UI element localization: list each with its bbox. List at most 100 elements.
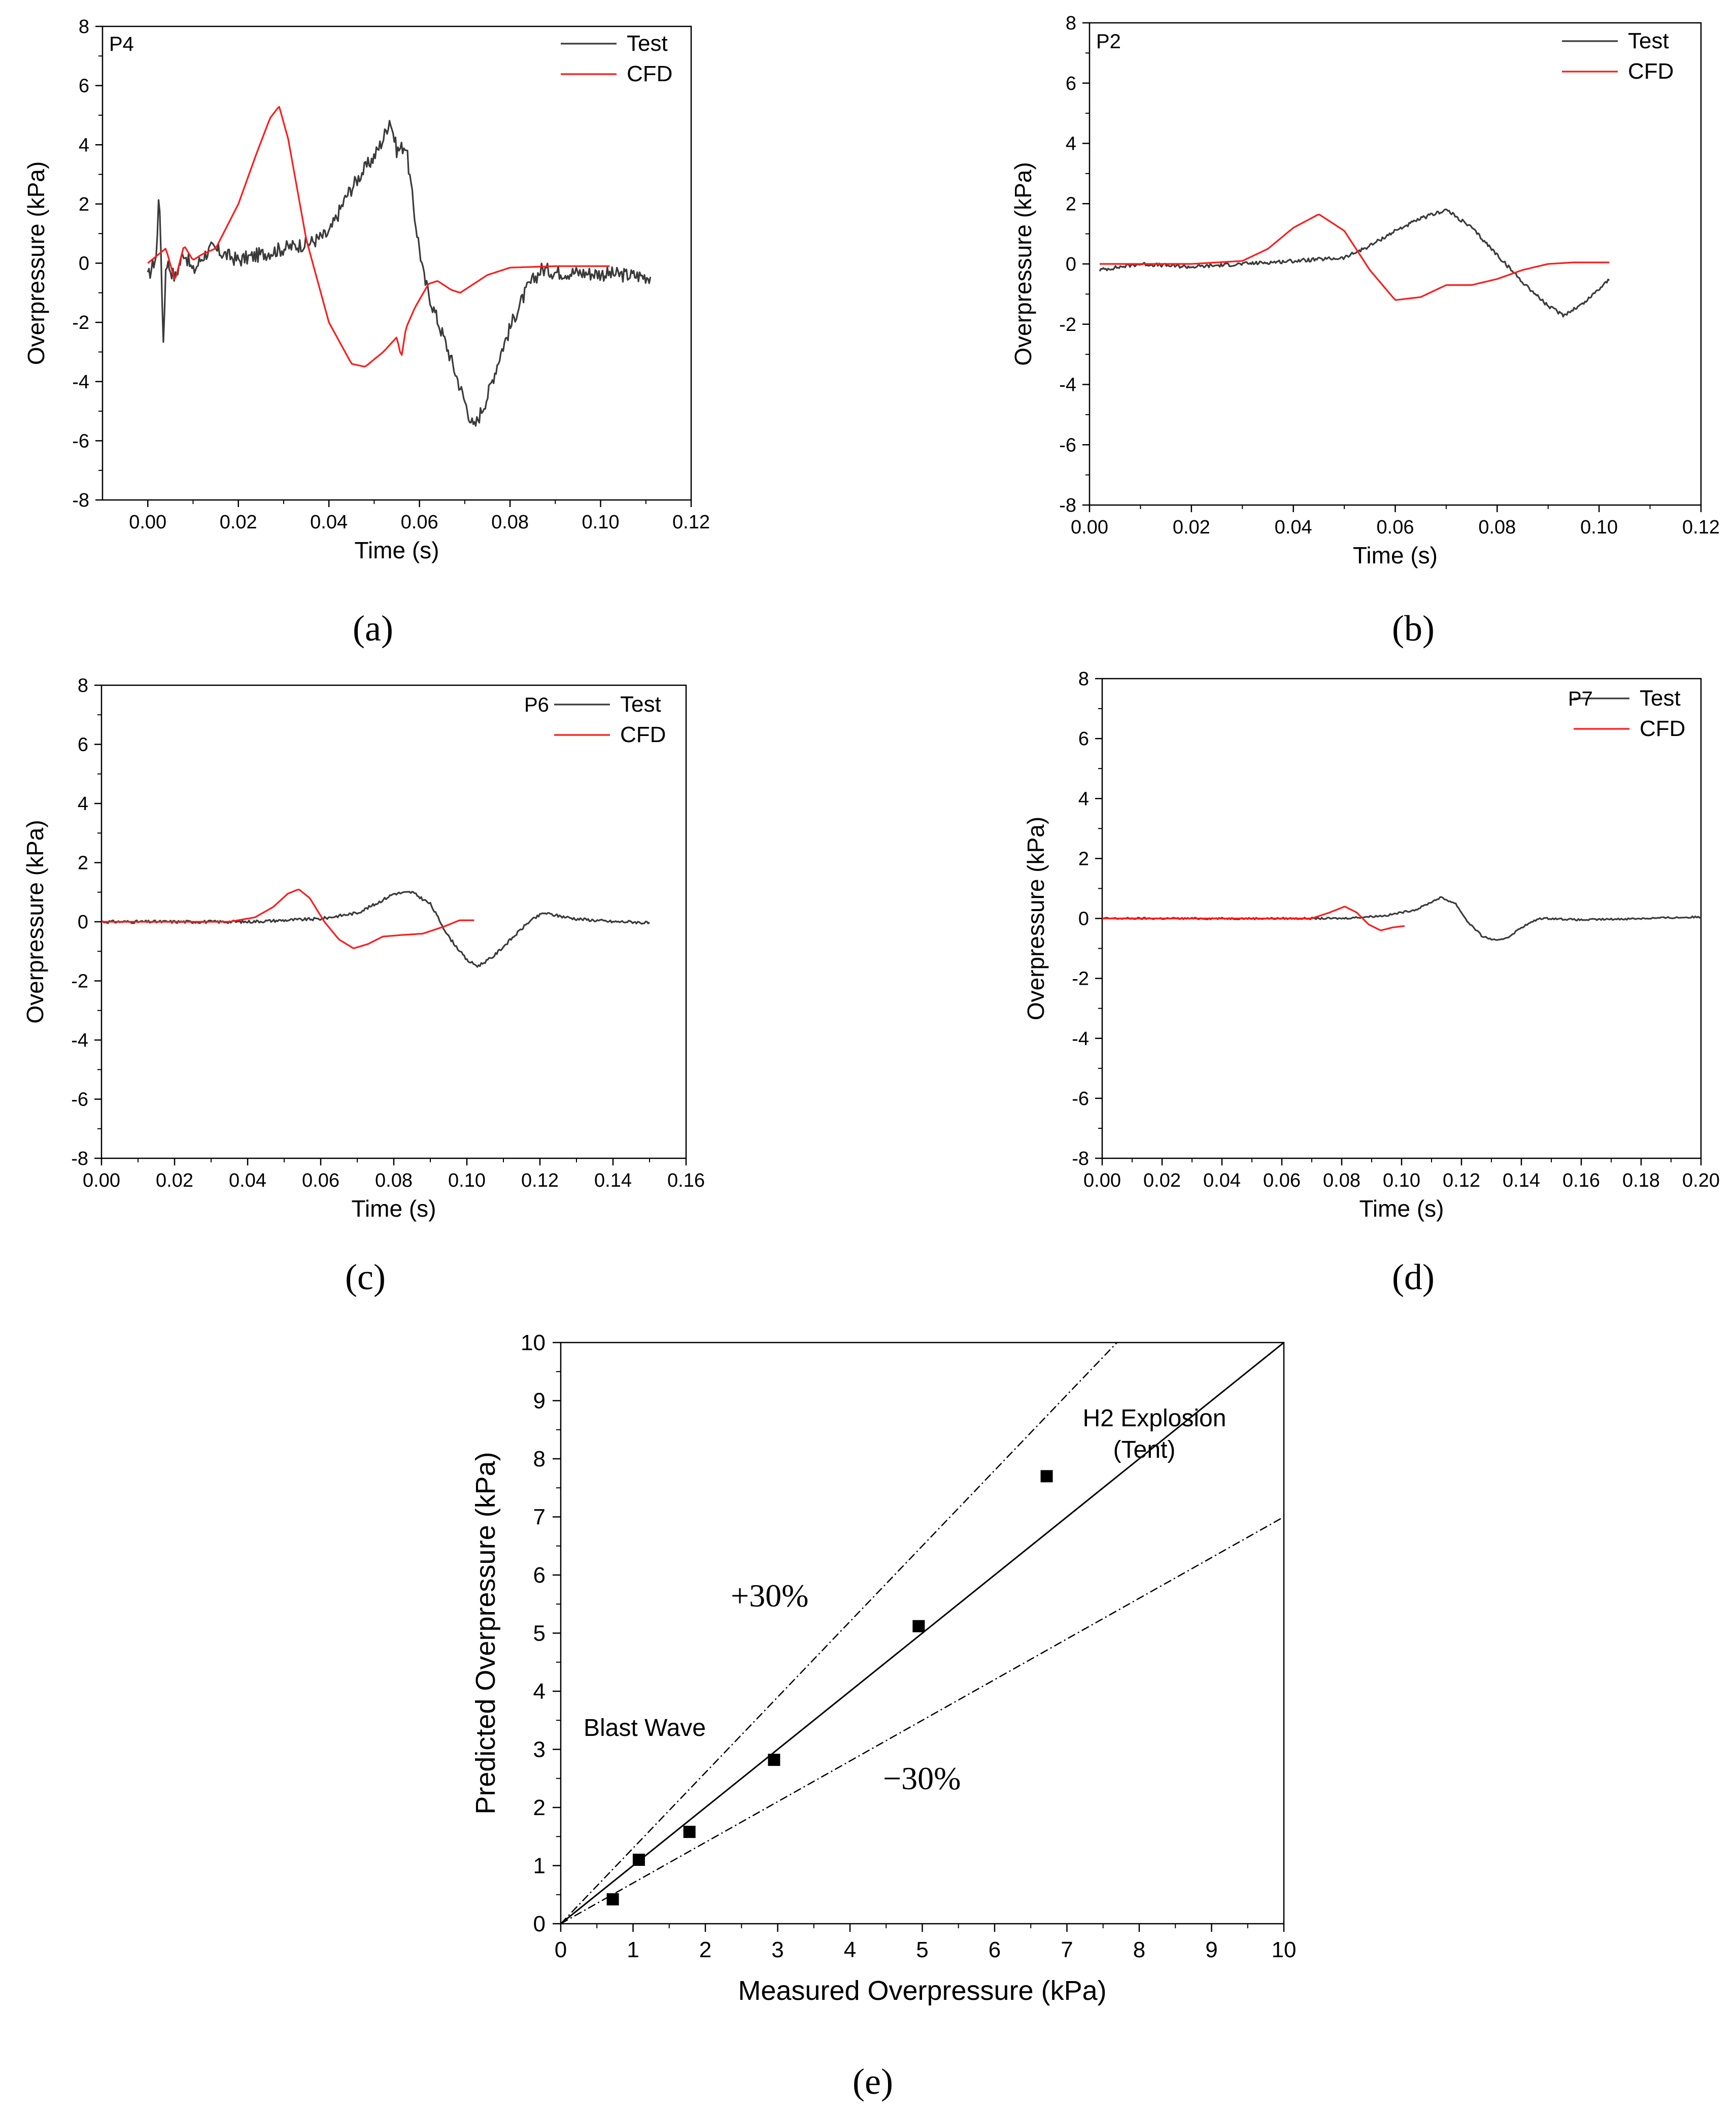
probe-label: P6 — [524, 694, 549, 716]
y-tick-label: 5 — [533, 1621, 546, 1646]
y-tick-label: 0 — [1078, 909, 1089, 930]
caption-e: (e) — [853, 2061, 893, 2102]
x-tick-label: 0.06 — [1377, 517, 1414, 538]
y-tick-label: 6 — [78, 734, 88, 756]
x-tick-label: 0.12 — [1682, 517, 1720, 538]
data-point — [768, 1754, 780, 1766]
x-tick-label: 0.08 — [1323, 1170, 1360, 1191]
x-tick-label: 0.00 — [129, 512, 166, 533]
annotation-h2-explosion: H2 Explosion — [1083, 1405, 1227, 1432]
y-tick-label: -6 — [72, 430, 89, 452]
y-tick-label: 0 — [79, 253, 89, 275]
x-tick-label: 4 — [844, 1937, 856, 1962]
y-tick-label: -4 — [71, 1030, 88, 1051]
y-tick-label: -8 — [71, 1148, 88, 1169]
y-tick-label: -2 — [71, 971, 88, 992]
x-axis-label: Time (s) — [352, 1195, 436, 1222]
y-tick-label: 2 — [533, 1795, 546, 1820]
annotation-tent: (Tent) — [1113, 1436, 1176, 1463]
y-tick-label: 0 — [78, 912, 88, 933]
x-tick-label: 10 — [1272, 1937, 1297, 1962]
panel-b: 0.00 0.02 0.04 0.06 0.08 0.10 0.12 -8 -6 -4 -2 0 2 4 6… — [1010, 13, 1720, 568]
x-tick-label: 0.02 — [1173, 517, 1210, 538]
data-point — [632, 1854, 645, 1866]
x-tick-label: 0.04 — [310, 512, 348, 533]
reference-line — [561, 1516, 1284, 1924]
x-tick-label: 6 — [989, 1937, 1001, 1962]
x-tick-label: 0.00 — [83, 1170, 120, 1191]
y-tick-label: 8 — [1078, 668, 1089, 690]
annotation-blast-wave: Blast Wave — [584, 1715, 706, 1741]
x-tick-label: 0.10 — [1580, 517, 1618, 538]
y-axis-label: Predicted Overpressure (kPa) — [470, 1452, 501, 1814]
x-tick-label: 3 — [771, 1937, 784, 1962]
y-axis-label: Overpressure (kPa) — [1023, 817, 1049, 1020]
legend-label-cfd: CFD — [1628, 59, 1674, 84]
x-tick-label: 0.10 — [582, 512, 620, 533]
series-line-cfd — [101, 889, 474, 949]
y-axis-label: Overpressure (kPa) — [23, 161, 49, 365]
annotation-minus30: −30% — [883, 1760, 961, 1796]
panel-e: 0 1 2 3 4 5 6 7 8 9 10 0 1 2 3 4 5 6 7 8 9 10 Measured Overpre… — [470, 1330, 1296, 2006]
y-tick-label: -4 — [1072, 1028, 1089, 1050]
y-tick-label: -8 — [1072, 1148, 1089, 1169]
y-tick-label: 4 — [78, 793, 88, 815]
x-tick-label: 0.08 — [375, 1170, 413, 1191]
panel-c: 0.00 0.02 0.04 0.06 0.08 0.10 0.12 0.14 0.16 -8 -6… — [22, 675, 705, 1222]
x-tick-label: 0.00 — [1083, 1170, 1121, 1191]
y-tick-label: -6 — [1072, 1088, 1089, 1110]
y-tick-label: 0 — [1066, 254, 1076, 275]
y-tick-label: 8 — [1066, 13, 1076, 34]
x-axis-label: Measured Overpressure (kPa) — [738, 1975, 1106, 2006]
caption-a: (a) — [353, 608, 393, 649]
x-tick-label: 0.16 — [667, 1170, 705, 1191]
legend-label-test: Test — [627, 31, 668, 56]
probe-label: P7 — [1568, 688, 1593, 710]
y-tick-label: -2 — [1072, 968, 1089, 990]
series-line-cfd — [147, 106, 610, 367]
x-tick-label: 0.20 — [1682, 1170, 1720, 1191]
y-tick-label: 4 — [79, 135, 89, 156]
x-tick-label: 0.08 — [491, 512, 529, 533]
y-axis-label: Overpressure (kPa) — [1010, 162, 1036, 365]
series-line-test — [147, 120, 652, 427]
y-tick-label: -2 — [1059, 314, 1076, 336]
x-tick-label: 0.06 — [302, 1170, 339, 1191]
x-tick-label: 7 — [1061, 1937, 1073, 1962]
y-axis-label: Overpressure (kPa) — [22, 820, 48, 1023]
x-tick-label: 0 — [555, 1937, 567, 1962]
y-tick-label: -4 — [1059, 375, 1076, 396]
reference-line — [561, 1343, 1284, 1924]
data-point — [912, 1620, 925, 1632]
data-point — [683, 1826, 696, 1838]
caption-c: (c) — [345, 1257, 386, 1297]
y-tick-label: -4 — [72, 372, 89, 393]
x-tick-label: 9 — [1205, 1937, 1217, 1962]
x-axis-label: Time (s) — [1353, 542, 1438, 568]
data-point — [606, 1893, 619, 1905]
plot-frame — [101, 25, 692, 501]
series-line-cfd — [1102, 906, 1405, 931]
caption-d: (d) — [1392, 1257, 1435, 1297]
legend-label-cfd: CFD — [1640, 716, 1685, 741]
x-tick-label: 0.12 — [1443, 1170, 1480, 1191]
x-tick-label: 0.02 — [220, 512, 257, 533]
y-tick-label: 2 — [79, 194, 89, 215]
x-tick-label: 0.10 — [448, 1170, 486, 1191]
x-tick-label: 0.00 — [1071, 517, 1108, 538]
x-tick-label: 0.16 — [1562, 1170, 1600, 1191]
probe-label: P2 — [1096, 30, 1121, 53]
x-tick-label: 1 — [627, 1937, 639, 1962]
y-tick-label: 4 — [533, 1679, 546, 1704]
x-tick-label: 0.12 — [521, 1170, 559, 1191]
x-tick-label: 0.06 — [401, 512, 438, 533]
y-tick-label: 8 — [533, 1447, 546, 1471]
annotation-plus30: +30% — [731, 1578, 808, 1614]
x-axis-label: Time (s) — [1359, 1195, 1444, 1222]
x-tick-label: 0.02 — [1143, 1170, 1181, 1191]
legend-label-test: Test — [1628, 28, 1669, 53]
x-tick-label: 0.14 — [1503, 1170, 1540, 1191]
probe-label: P4 — [109, 33, 134, 55]
y-tick-label: -8 — [1059, 495, 1076, 516]
panel-d: 0.00 0.02 0.04 0.06 0.08 0.10 0.12 0.14 0.16 0.18… — [1023, 668, 1720, 1222]
